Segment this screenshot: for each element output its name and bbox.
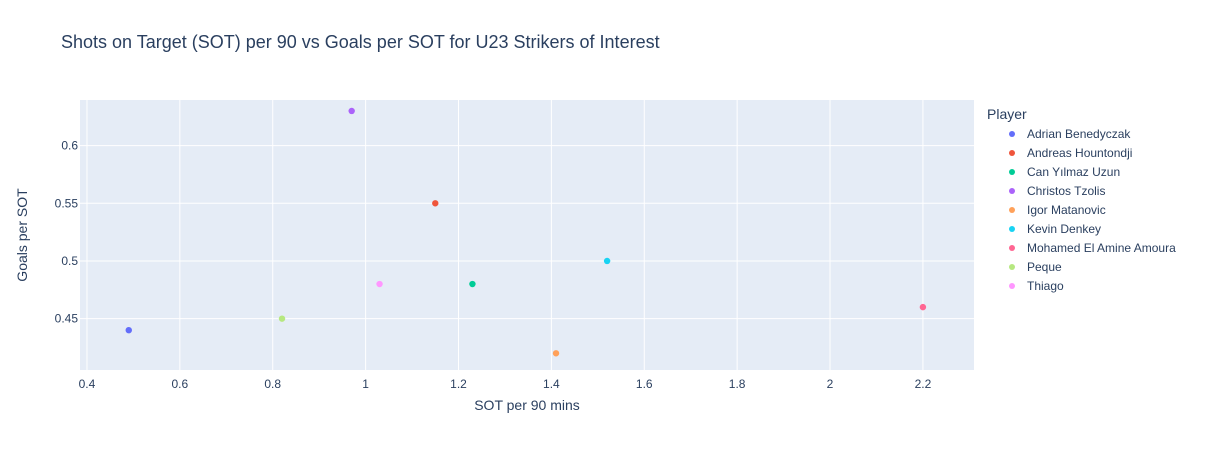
x-tick-label: 2.2 xyxy=(915,377,932,391)
legend-marker-icon xyxy=(1009,263,1015,270)
x-tick-label: 1.4 xyxy=(543,377,560,391)
data-point[interactable] xyxy=(376,280,383,288)
legend-label: Adrian Benedyczak xyxy=(1027,126,1131,141)
x-tick-label: 0.8 xyxy=(264,377,281,391)
x-tick-label: 1.2 xyxy=(450,377,467,391)
legend-item[interactable]: Kevin Denkey xyxy=(987,219,1176,238)
data-point[interactable] xyxy=(603,257,611,265)
legend-label: Christos Tzolis xyxy=(1027,183,1106,198)
legend-label: Mohamed El Amine Amoura xyxy=(1027,240,1176,255)
data-point[interactable] xyxy=(919,303,927,311)
legend-marker-icon xyxy=(1009,187,1015,194)
legend-item[interactable]: Peque xyxy=(987,257,1176,276)
legend-item[interactable]: Can Yılmaz Uzun xyxy=(987,162,1176,181)
x-tick-label: 1.6 xyxy=(636,377,653,391)
legend-label: Igor Matanovic xyxy=(1027,202,1106,217)
legend-marker-icon xyxy=(1009,244,1015,251)
data-point[interactable] xyxy=(552,350,560,357)
legend-item[interactable]: Mohamed El Amine Amoura xyxy=(987,238,1176,257)
legend-marker-icon xyxy=(1009,149,1015,156)
y-tick-label: 0.5 xyxy=(61,254,78,268)
x-tick-label: 1.8 xyxy=(729,377,746,391)
legend-items: Adrian Benedyczak Andreas Hountondji Can Y… xyxy=(987,124,1176,295)
legend-label: Kevin Denkey xyxy=(1027,221,1102,236)
legend-label: Thiago xyxy=(1027,278,1064,293)
y-tick-label: 0.55 xyxy=(55,196,79,210)
x-tick-label: 0.6 xyxy=(172,377,189,391)
data-point[interactable] xyxy=(348,107,355,115)
y-tick-label: 0.45 xyxy=(55,312,79,326)
legend-label: Andreas Hountondji xyxy=(1027,145,1133,160)
grid-lines xyxy=(80,100,974,370)
chart-title: Shots on Target (SOT) per 90 vs Goals pe… xyxy=(61,32,660,52)
legend-item[interactable]: Christos Tzolis xyxy=(987,181,1176,200)
legend-marker-icon xyxy=(1009,225,1015,232)
legend-title: Player xyxy=(987,106,1027,122)
x-tick-label: 2 xyxy=(827,377,834,391)
y-axis-ticks: 0.45 0.5 0.55 0.6 xyxy=(55,139,79,326)
data-points[interactable] xyxy=(125,107,927,357)
legend: Player Adrian Benedyczak Andreas Hountond… xyxy=(987,104,1176,295)
legend-marker-icon xyxy=(1009,168,1015,175)
legend-item[interactable]: Andreas Hountondji xyxy=(987,143,1176,162)
data-point[interactable] xyxy=(432,200,439,207)
data-point[interactable] xyxy=(125,326,132,334)
y-tick-label: 0.6 xyxy=(61,139,78,153)
data-point[interactable] xyxy=(278,315,286,322)
legend-marker-icon xyxy=(1009,206,1015,213)
legend-marker-icon xyxy=(1009,130,1015,137)
x-axis-ticks: 0.4 0.6 0.8 1 1.2 1.4 1.6 1.8 2 2.2 xyxy=(79,377,932,391)
legend-item[interactable]: Thiago xyxy=(987,276,1176,295)
legend-item[interactable]: Adrian Benedyczak xyxy=(987,124,1176,143)
legend-label: Can Yılmaz Uzun xyxy=(1027,164,1121,179)
y-axis-title: Goals per SOT xyxy=(14,188,30,282)
x-tick-label: 0.4 xyxy=(79,377,96,391)
legend-item[interactable]: Igor Matanovic xyxy=(987,200,1176,219)
data-point[interactable] xyxy=(469,280,476,288)
legend-label: Peque xyxy=(1027,259,1062,274)
plot-area xyxy=(80,100,974,370)
legend-marker-icon xyxy=(1009,282,1015,289)
x-tick-label: 1 xyxy=(362,377,369,391)
x-axis-title: SOT per 90 mins xyxy=(474,397,580,413)
